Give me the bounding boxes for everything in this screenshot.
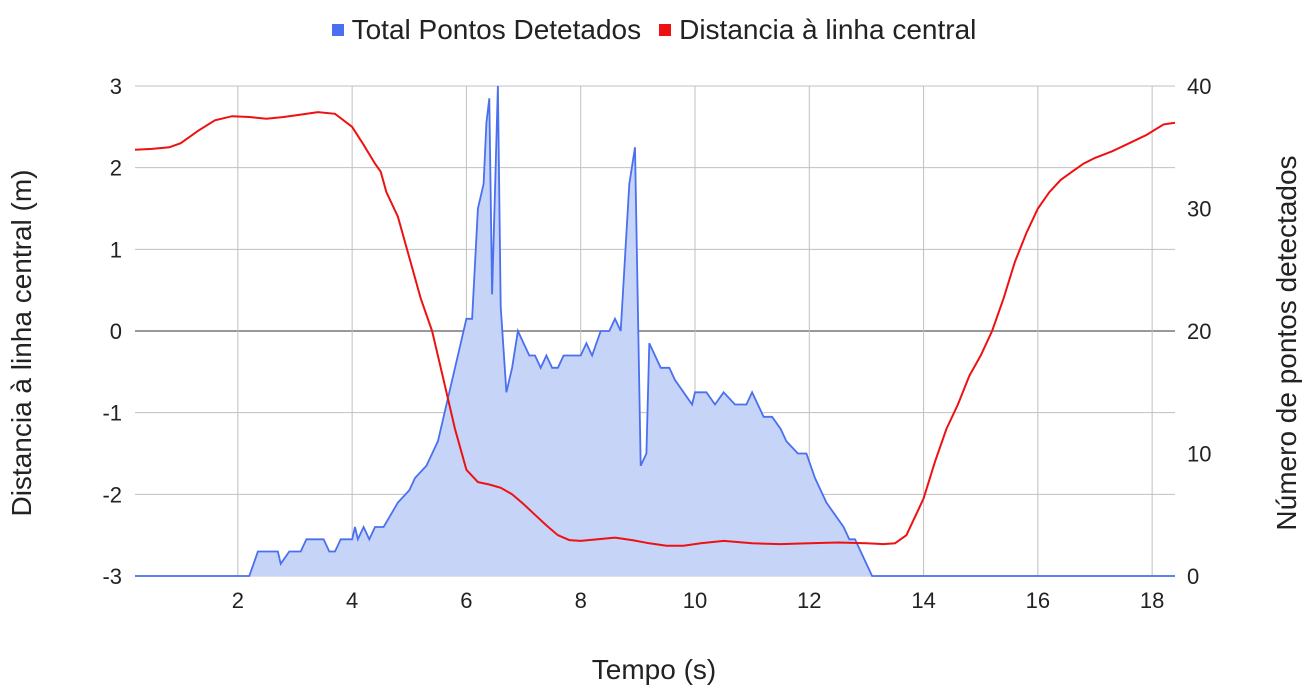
legend-item-distancia[interactable]: Distancia à linha central [659,14,976,46]
x-tick-label: 16 [1026,588,1050,613]
y-right-tick-label: 30 [1187,197,1211,222]
y-left-tick-label: 1 [110,237,122,262]
x-tick-label: 8 [575,588,587,613]
y-left-tick-label: 2 [110,156,122,181]
x-tick-label: 10 [683,588,707,613]
y-right-tick-label: 40 [1187,74,1211,99]
y-left-tick-label: -2 [102,482,122,507]
x-tick-label: 2 [232,588,244,613]
series-line-total-pontos [135,85,1175,577]
y-axis-left-title: Distancia à linha central (m) [6,169,37,517]
x-tick-label: 12 [797,588,821,613]
series-area-total-pontos [135,86,1175,576]
y-right-tick-label: 20 [1187,319,1211,344]
y-axis-right-title: Número de pontos detectados [1271,155,1302,531]
legend-swatch-red [659,24,672,36]
legend-swatch-blue [331,24,344,36]
legend: Total Pontos Detetados Distancia à linha… [0,14,1308,46]
y-right-tick-label: 0 [1187,564,1199,589]
y-left-tick-label: -3 [102,564,122,589]
x-tick-label: 4 [346,588,358,613]
y-left-tick-label: 0 [110,319,122,344]
y-left-tick-label: 3 [110,74,122,99]
x-axis-title: Tempo (s) [591,654,717,685]
x-tick-label: 18 [1140,588,1164,613]
y-left-tick-label: -1 [102,401,122,426]
series-line-distancia [134,111,1176,547]
x-tick-label: 6 [460,588,472,613]
legend-label-total-pontos: Total Pontos Detetados [351,14,642,45]
legend-label-distancia: Distancia à linha central [679,14,977,45]
x-tick-label: 14 [911,588,935,613]
y-right-tick-label: 10 [1187,442,1211,467]
legend-item-total-pontos[interactable]: Total Pontos Detetados [331,14,642,46]
